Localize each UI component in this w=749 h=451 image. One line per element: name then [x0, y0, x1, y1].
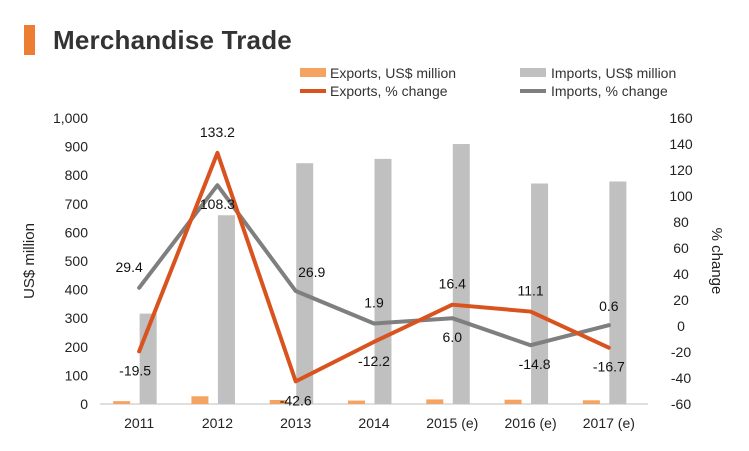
- exports-pct-label: -12.2: [358, 353, 390, 369]
- exports-bar: [426, 399, 444, 404]
- legend: Exports, US$ million Imports, US$ millio…: [300, 65, 676, 99]
- legend-swatch-imports-bar: [520, 68, 546, 77]
- y-tick-label-right: 80: [673, 214, 689, 230]
- y-axis-title-right: % change: [708, 228, 725, 295]
- imports-pct-label: 1.9: [364, 295, 384, 311]
- imports-bar: [217, 215, 235, 404]
- y-tick-label-right: 140: [669, 136, 693, 152]
- imports-bar: [296, 163, 314, 404]
- exports-bar: [348, 400, 365, 404]
- chart-title: Merchandise Trade: [53, 24, 292, 55]
- x-tick-label: 2013: [280, 415, 311, 431]
- x-tick-label: 2015 (e): [426, 415, 478, 431]
- exports-pct-line: [137, 150, 611, 384]
- x-tick-label: 2017 (e): [583, 415, 635, 431]
- chart-title-block: Merchandise Trade: [24, 22, 292, 58]
- imports-bar: [452, 144, 470, 404]
- y-tick-label-right: 20: [673, 292, 689, 308]
- y-tick-label-left: 100: [65, 367, 89, 383]
- exports-bar: [269, 399, 287, 404]
- title-accent-bar: [24, 25, 35, 55]
- exports-bar: [113, 401, 131, 404]
- y-tick-label-left: 500: [65, 253, 89, 269]
- legend-label-exports-line: Exports, % change: [330, 83, 448, 99]
- y-tick-label-right: 40: [673, 266, 689, 282]
- y-tick-label-left: 600: [65, 224, 89, 240]
- exports-pct-label: 16.4: [439, 276, 466, 292]
- imports-pct-label: -14.8: [519, 356, 551, 372]
- y-tick-label-right: 60: [673, 240, 689, 256]
- x-tick-label: 2012: [202, 415, 233, 431]
- legend-label-imports-line: Imports, % change: [551, 83, 668, 99]
- exports-bar: [504, 399, 522, 404]
- imports-bar: [531, 183, 549, 404]
- y-tick-label-left: 800: [65, 167, 89, 183]
- y-axis-title-left: US$ million: [21, 223, 38, 299]
- exports-pct-label: -42.6: [280, 392, 312, 408]
- data-labels: -19.5 133.2 -42.6 -12.2 16.4 11.1 -16.7 29.4 108…: [116, 124, 626, 409]
- exports-pct-label: -16.7: [593, 359, 625, 375]
- legend-swatch-exports-bar: [300, 68, 326, 77]
- imports-pct-label: 108.3: [200, 196, 235, 212]
- exports-bar: [582, 400, 600, 404]
- y-tick-label-right: -60: [671, 396, 691, 412]
- y-tick-label-left: 900: [65, 139, 89, 155]
- imports-pct-label: 0.6: [599, 298, 619, 314]
- y-tick-label-left: 300: [65, 310, 89, 326]
- y-tick-label-left: 0: [80, 396, 88, 412]
- legend-label-imports-bar: Imports, US$ million: [551, 65, 676, 81]
- exports-pct-label: 11.1: [517, 283, 543, 299]
- x-tick-label: 2014: [358, 415, 389, 431]
- imports-pct-label: 29.4: [116, 259, 143, 275]
- axes: 01002003004005006007008009001,000-60-40-…: [53, 110, 693, 431]
- y-tick-label-right: 0: [677, 318, 685, 334]
- y-tick-label-right: -20: [671, 344, 691, 360]
- lines: [137, 150, 611, 384]
- y-tick-label-left: 400: [65, 282, 89, 298]
- imports-pct-line: [137, 183, 611, 348]
- legend-label-exports-bar: Exports, US$ million: [330, 65, 456, 81]
- x-tick-label: 2016 (e): [504, 415, 556, 431]
- y-tick-label-left: 200: [65, 339, 89, 355]
- exports-bar: [191, 396, 209, 404]
- y-tick-label-right: 100: [669, 188, 693, 204]
- y-tick-label-left: 1,000: [53, 110, 88, 126]
- exports-pct-label: -19.5: [119, 362, 151, 378]
- imports-bar: [374, 158, 392, 404]
- y-tick-label-right: 120: [669, 162, 693, 178]
- imports-pct-label: 26.9: [298, 264, 325, 280]
- exports-pct-label: 133.2: [200, 124, 235, 140]
- y-tick-label-right: -40: [671, 370, 691, 386]
- imports-pct-label: 6.0: [443, 329, 463, 345]
- y-tick-label-right: 160: [669, 110, 693, 126]
- x-tick-label: 2011: [124, 415, 154, 431]
- y-tick-label-left: 700: [65, 196, 89, 212]
- bars: [113, 144, 627, 404]
- imports-bar: [609, 181, 627, 404]
